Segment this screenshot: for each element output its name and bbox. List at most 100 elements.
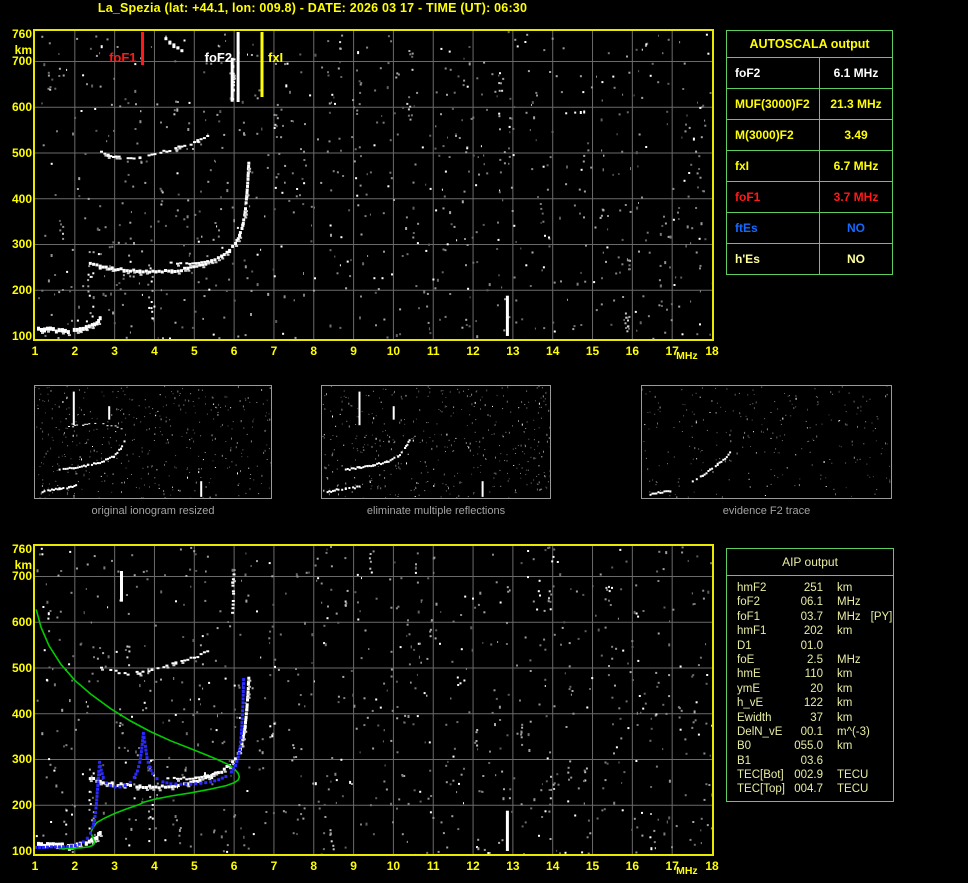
x-tick-16: 16	[625, 859, 640, 873]
aip-cell: 055.0	[794, 740, 823, 753]
x-tick-4: 4	[151, 344, 158, 358]
param-value: 6.1 MHz	[833, 66, 879, 80]
y-tick-100: 100	[11, 329, 32, 343]
x-tick-2: 2	[71, 344, 79, 358]
aip-cell: km	[837, 697, 853, 710]
aip-row-hmf1: hmF1 202 km	[737, 624, 893, 638]
x-tick-12: 12	[466, 344, 480, 358]
aip-row-hme: hmE 110 km	[737, 667, 893, 681]
caption-evidence-f2: evidence F2 trace	[722, 505, 811, 517]
x-tick-6: 6	[230, 859, 238, 873]
x-tick-8: 8	[310, 344, 318, 358]
y-tick-200: 200	[11, 283, 32, 298]
aip-cell: 01.0	[800, 639, 823, 652]
aip-cell: km	[837, 582, 853, 594]
aip-row-yme: ymE 20 km	[737, 682, 893, 696]
svg-text:fxI: fxI	[268, 50, 283, 65]
param-label: ftEs	[727, 213, 820, 243]
autoscala-table-header: AUTOSCALA output	[727, 31, 892, 58]
y-tick-300: 300	[11, 237, 32, 252]
x-tick-15: 15	[585, 859, 600, 873]
ionogram-plot-autoscala: foF1 foF2 fxI	[33, 29, 714, 341]
param-value: 3.7 MHz	[833, 190, 879, 204]
autoscala-row-m3000f2: M(3000)F2 3.49	[727, 120, 892, 151]
x-tick-5: 5	[190, 344, 198, 358]
y-tick-700: 700	[11, 569, 32, 584]
aip-cell: m^(-3)	[837, 725, 870, 738]
aip-row-b1: B1 03.6	[737, 754, 893, 768]
panel-original-ionogram	[34, 385, 272, 499]
param-label: h'Es	[727, 244, 820, 274]
x-tick-1: 1	[31, 859, 39, 873]
autoscala-row-ftes: ftEs NO	[727, 213, 892, 244]
aip-cell: 004.7	[794, 783, 823, 796]
aip-row-hve: h_vE 122 km	[737, 696, 893, 710]
panel-eliminate-canvas	[322, 386, 550, 498]
aip-cell: TEC[Top]	[737, 783, 785, 796]
aip-cell: km	[837, 711, 853, 724]
panel-eliminate-reflections	[321, 385, 551, 499]
x-tick-6: 6	[230, 344, 238, 358]
x-tick-14: 14	[546, 859, 560, 873]
x-tick-13: 13	[506, 859, 520, 873]
param-label: foF1	[727, 182, 820, 212]
y-tick-760: 760	[11, 27, 32, 41]
svg-text:foF1: foF1	[109, 50, 136, 65]
x-tick-1: 1	[31, 344, 39, 358]
param-value: NO	[847, 221, 865, 235]
aip-row-delnve: DelN_vE 00.1 m^(-3)	[737, 725, 893, 739]
autoscala-row-hes: h'Es NO	[727, 244, 892, 274]
param-label: MUF(3000)F2	[727, 89, 820, 119]
aip-table-header: AIP output	[727, 549, 893, 576]
y-axis-unit: km	[14, 43, 32, 57]
aip-cell: DelN_vE	[737, 725, 783, 738]
x-tick-9: 9	[350, 344, 357, 358]
panel-evidence-canvas	[642, 386, 891, 498]
svg-text:foF2: foF2	[205, 50, 232, 65]
aip-cell: TEC[Bot]	[737, 769, 784, 782]
y-tick-100: 100	[11, 844, 32, 858]
aip-cell: km	[837, 682, 853, 695]
aip-cell: 06.1	[800, 596, 823, 609]
y-axis-unit: km	[14, 558, 32, 572]
aip-cell: 122	[803, 697, 823, 710]
aip-cell: B1	[737, 754, 752, 767]
autoscala-row-fof2: foF2 6.1 MHz	[727, 58, 892, 89]
y-tick-400: 400	[11, 191, 32, 206]
x-tick-13: 13	[506, 344, 520, 358]
aip-cell: Ewidth	[737, 711, 772, 724]
x-tick-18: 18	[705, 344, 719, 358]
y-tick-400: 400	[11, 706, 32, 721]
aip-cell: 03.6	[800, 754, 823, 767]
aip-cell: km	[837, 625, 853, 638]
x-tick-2: 2	[71, 859, 79, 873]
x-tick-3: 3	[111, 859, 118, 873]
x-tick-8: 8	[310, 859, 318, 873]
aip-cell: 37	[810, 711, 823, 724]
x-axis-unit: MHz	[676, 865, 698, 877]
panel-evidence-f2	[641, 385, 892, 499]
aip-cell: km	[837, 668, 853, 681]
x-tick-16: 16	[625, 344, 640, 358]
x-tick-15: 15	[585, 344, 600, 358]
panel-original-canvas	[35, 386, 271, 498]
caption-original-ionogram: original ionogram resized	[91, 505, 215, 517]
aip-cell: MHz	[837, 653, 861, 666]
aip-cell: TECU	[837, 783, 869, 796]
aip-row-d1: D1 01.0	[737, 639, 893, 653]
param-label: fxI	[727, 151, 820, 181]
aip-cell: hmF2	[737, 582, 767, 594]
param-label: M(3000)F2	[727, 120, 820, 150]
aip-row-fof1: foF1 03.7 MHz [PY]	[737, 610, 893, 624]
ionogram-plot-profile	[33, 544, 714, 856]
caption-eliminate-reflections: eliminate multiple reflections	[366, 505, 506, 517]
aip-cell: hmF1	[737, 625, 767, 638]
y-tick-300: 300	[11, 752, 32, 767]
aip-output-table: AIP output hmF2 251 km foF2 06.1 MHz foF1 03.7 M…	[726, 548, 894, 802]
param-value: 21.3 MHz	[830, 97, 882, 111]
param-value: 3.49	[844, 128, 868, 142]
aip-cell: B0	[737, 740, 752, 753]
aip-cell: D1	[737, 639, 752, 652]
ionogram-canvas-bottom	[35, 546, 712, 854]
